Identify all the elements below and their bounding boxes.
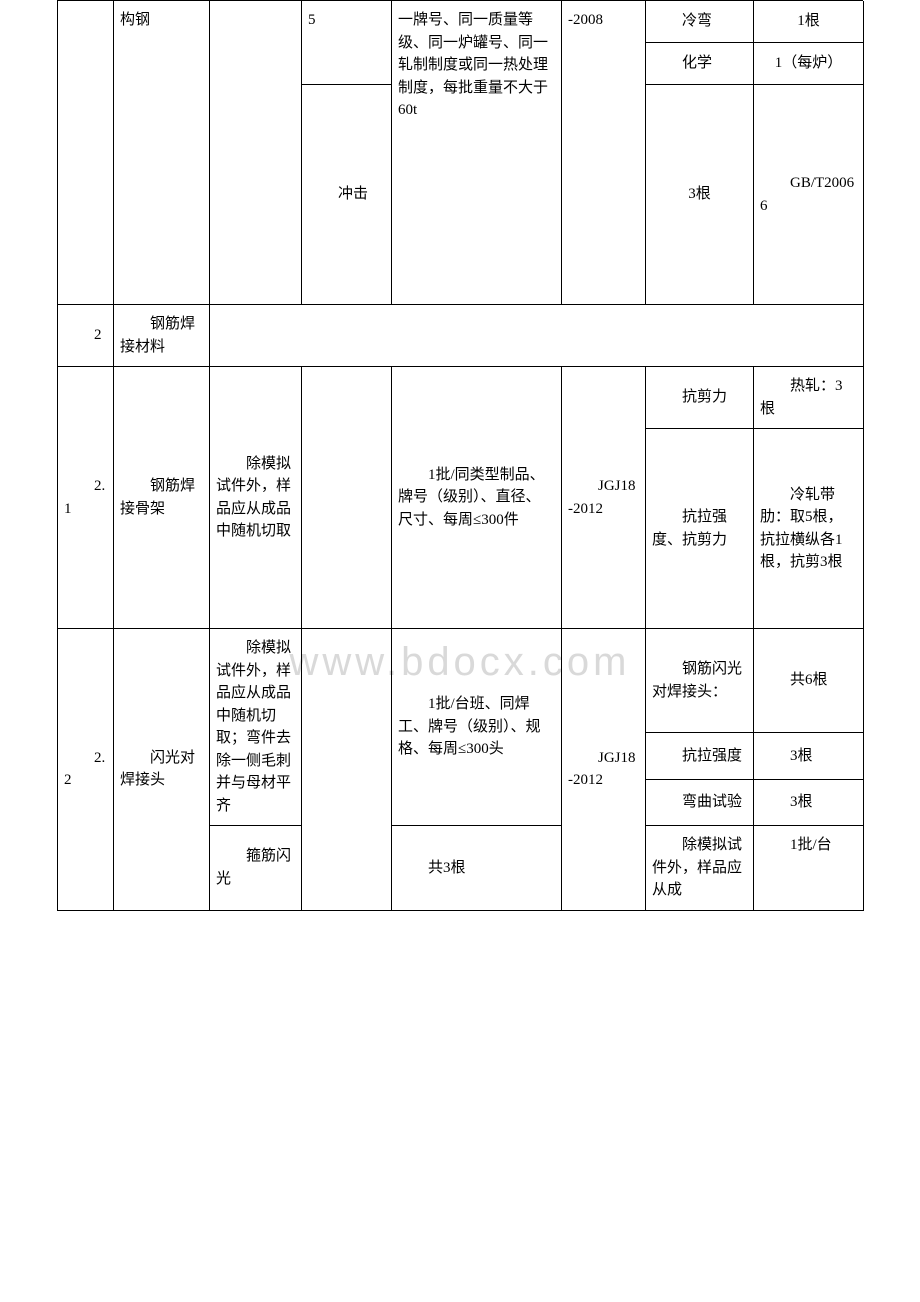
cell-top-r12c6: 5 (302, 1, 392, 85)
cell-22-name: 闪光对焊接头 (114, 629, 210, 911)
cell-22-c4c: 3根 (754, 780, 864, 826)
cell-top-c7: 一牌号、同一质量等级、同一炉罐号、同一轧制制度或同一热处理制度，每批重量不大于6… (392, 1, 562, 305)
cell-22-c5b: 除模拟试件外，样品应从成 (646, 826, 754, 911)
cell-top-r3c6: GB/T20066 (754, 85, 864, 305)
cell-top-r3c3: 冲击 (302, 85, 392, 305)
cell-22-c3b: 抗拉强度 (646, 733, 754, 779)
cell-21-c3a: 抗剪力 (646, 367, 754, 429)
cell-top-c2: 构钢 (114, 1, 210, 305)
cell-top-r1c3: 冷弯 (646, 1, 754, 43)
cell-s2-name: 钢筋焊接材料 (114, 305, 210, 367)
cell-22-c3c: 弯曲试验 (646, 780, 754, 826)
cell-21-c4a: 热轧：3根 (754, 367, 864, 429)
cell-22-c7a: 1批/台班、同焊工、牌号（级别）、规格、每周≤300头 (392, 629, 562, 826)
cell-21-c3b: 抗拉强度、抗剪力 (646, 429, 754, 629)
cell-22-c4d: 共3根 (392, 826, 562, 911)
document-table: 构钢 冷弯 1根 5 一牌号、同一质量等级、同一炉罐号、同一轧制制度或同一热处理… (57, 0, 863, 911)
cell-22-num: 2.2 (58, 629, 114, 911)
cell-s2-merge (210, 305, 864, 367)
cell-21-c5: 除模拟试件外，样品应从成品中随机切取 (210, 367, 302, 629)
cell-21-c7: 1批/同类型制品、牌号（级别）、直径、尺寸、每周≤300件 (392, 367, 562, 629)
cell-22-c7b: 1批/台 (754, 826, 864, 911)
cell-21-c6 (302, 367, 392, 629)
cell-22-c3d: 箍筋闪光 (210, 826, 302, 911)
cell-21-c8: JGJ18-2012 (562, 367, 646, 629)
cell-21-name: 钢筋焊接骨架 (114, 367, 210, 629)
cell-top-r1c4: 1根 (754, 1, 864, 43)
cell-top-r3c4: 3根 (646, 85, 754, 305)
cell-21-c4b: 冷轧带肋：取5根，抗拉横纵各1根，抗剪3根 (754, 429, 864, 629)
cell-22-c5a: 除模拟试件外，样品应从成品中随机切取；弯件去除一侧毛刺并与母材平齐 (210, 629, 302, 826)
cell-22-c6 (302, 629, 392, 911)
cell-top-c1 (58, 1, 114, 305)
cell-22-c4b: 3根 (754, 733, 864, 779)
cell-21-num: 2.1 (58, 367, 114, 629)
cell-top-r2c4: 1（每炉） (754, 43, 864, 85)
cell-top-r2c3: 化学 (646, 43, 754, 85)
cell-top-c8: -2008 (562, 1, 646, 305)
cell-s2-num: 2 (58, 305, 114, 367)
cell-22-c8: JGJ18-2012 (562, 629, 646, 911)
cell-top-c5 (210, 1, 302, 305)
cell-22-c3a: 钢筋闪光对焊接头： (646, 629, 754, 733)
cell-22-c4a: 共6根 (754, 629, 864, 733)
